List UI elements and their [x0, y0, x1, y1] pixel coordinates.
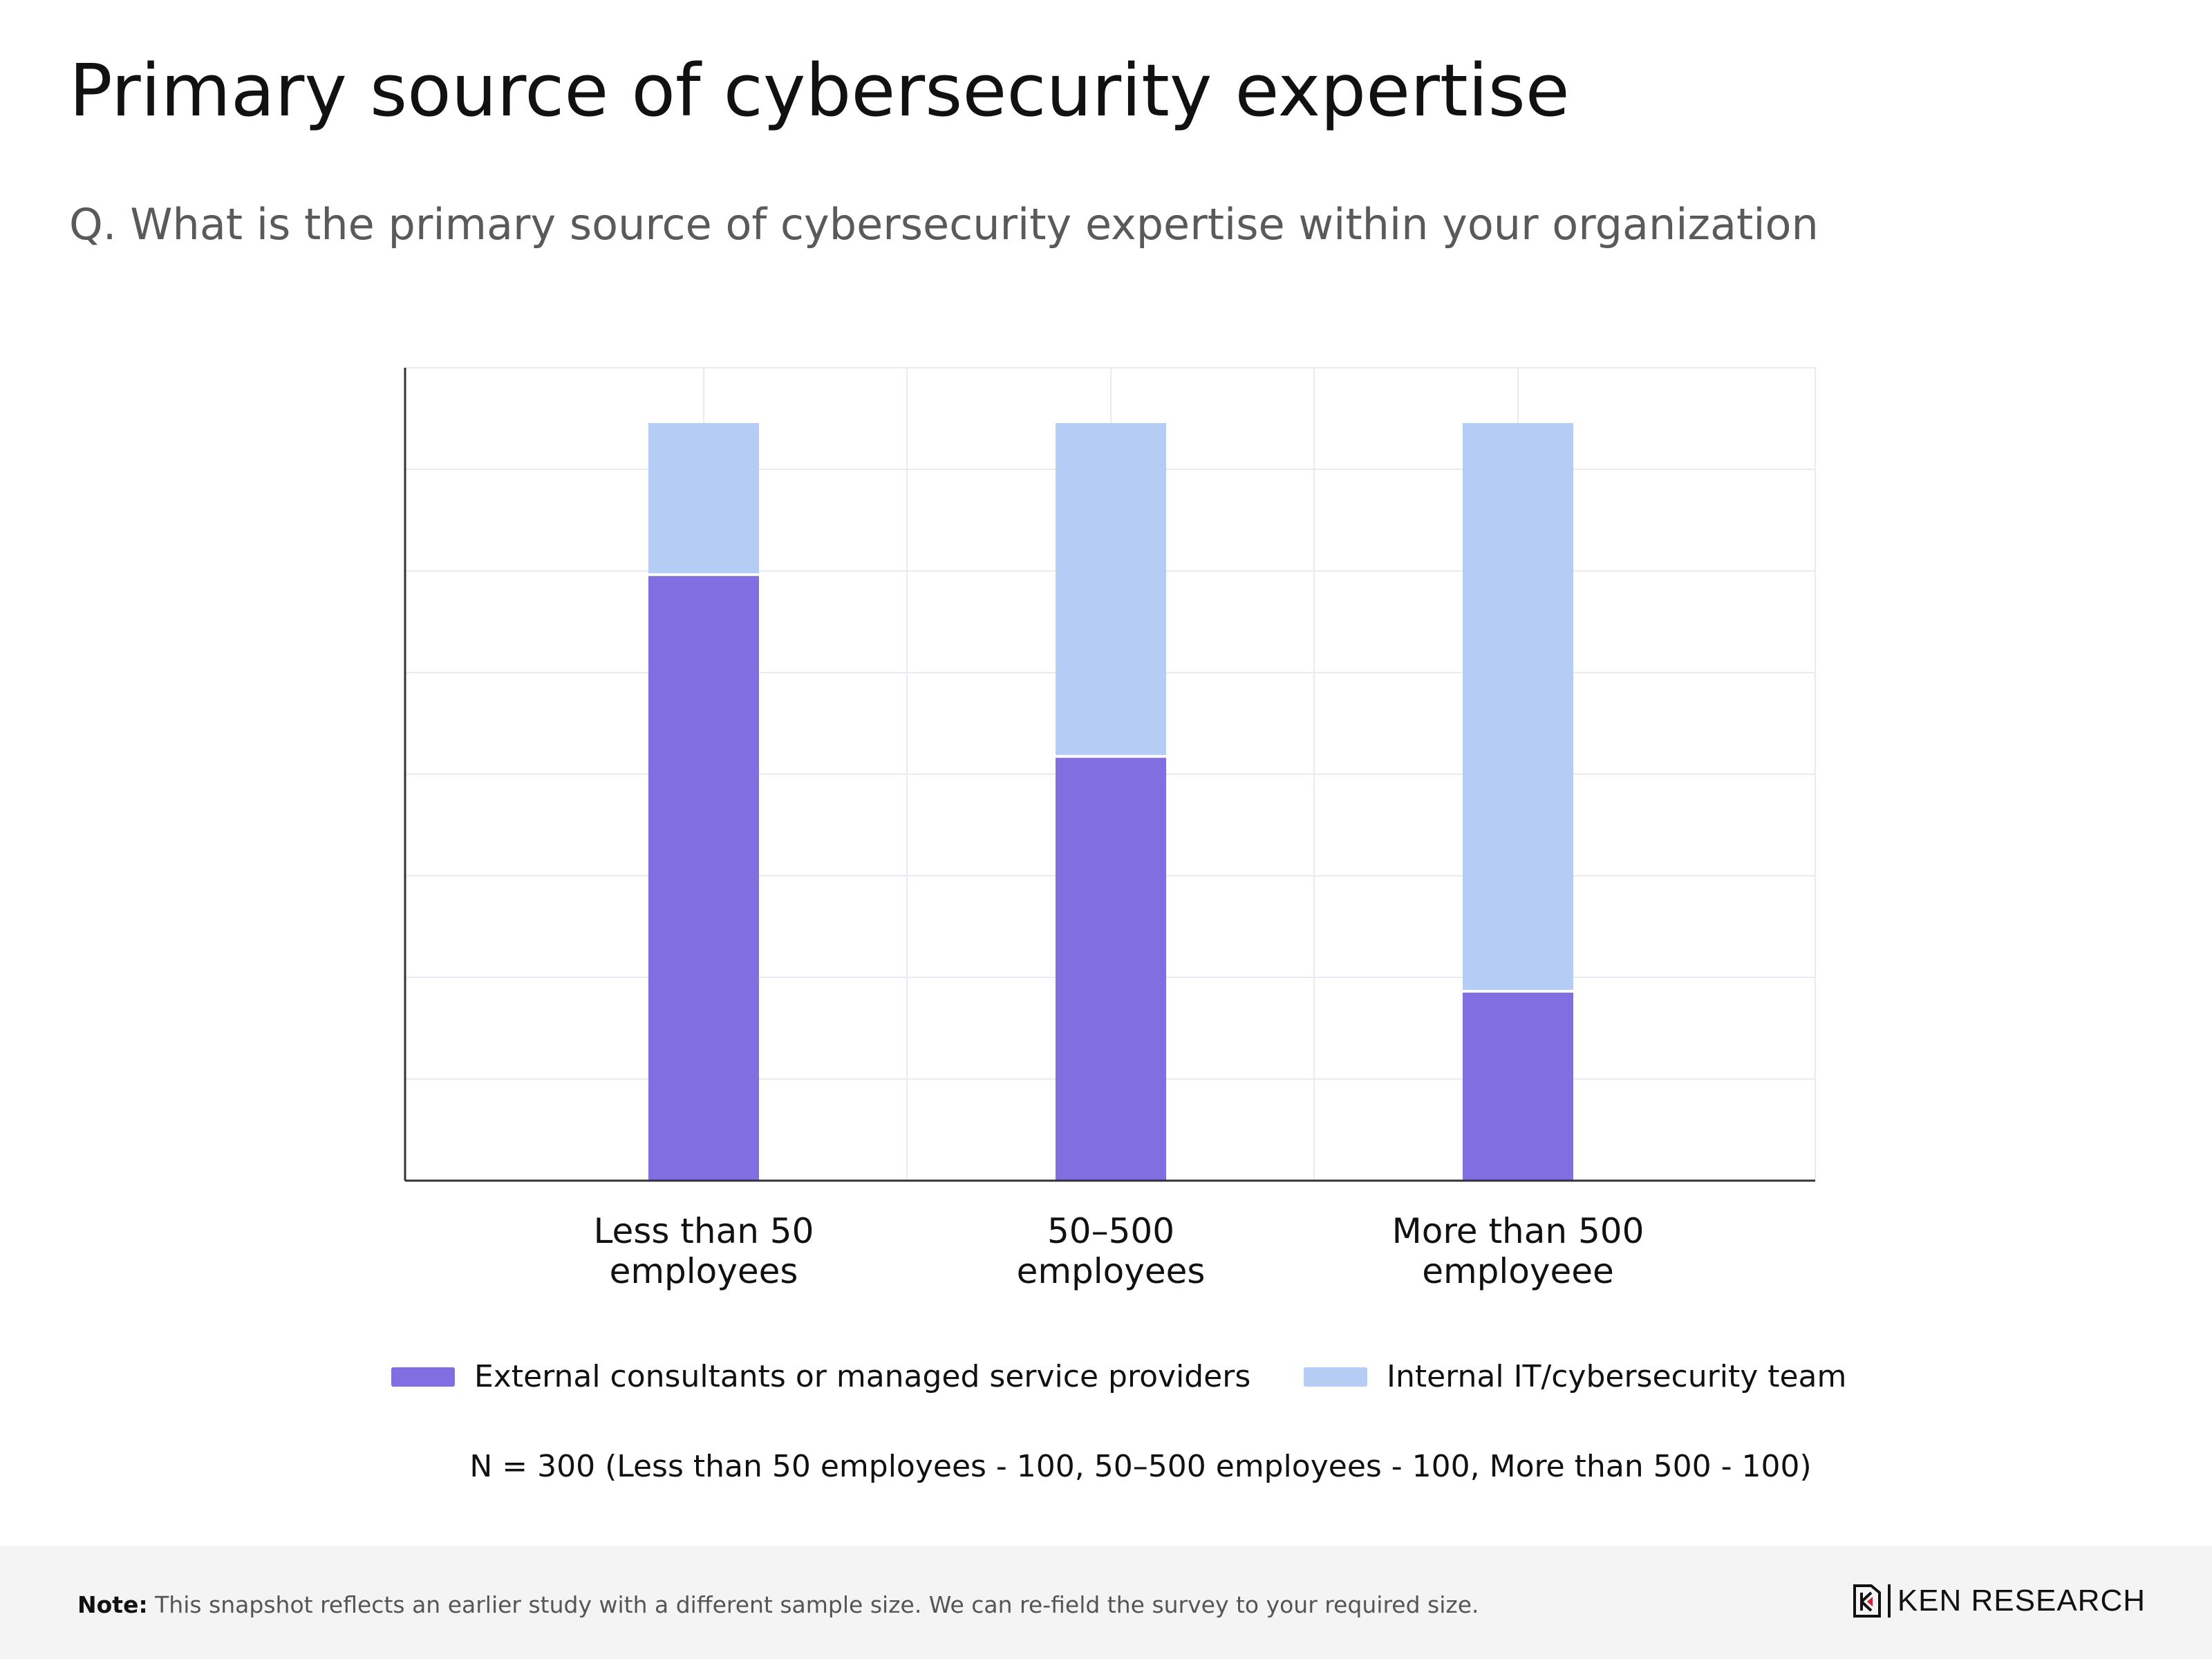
logo-text: KEN RESEARCH: [1897, 1584, 2146, 1618]
x-tick-label: More than 500 employeee: [1392, 1211, 1644, 1291]
legend-label-internal: Internal IT/cybersecurity team: [1387, 1359, 1847, 1394]
note-text: This snapshot reflects an earlier study …: [147, 1591, 1479, 1618]
bar-internal: [648, 423, 759, 575]
ken-research-logo-icon: [1853, 1584, 1881, 1618]
bar-external: [648, 574, 759, 1181]
footer-note: Note: This snapshot reflects an earlier …: [77, 1591, 1479, 1618]
bar-external: [1463, 991, 1573, 1181]
ken-research-logo: KEN RESEARCH: [1852, 1580, 2146, 1622]
legend-label-external: External consultants or managed service …: [474, 1359, 1251, 1394]
x-tick-label-line: Less than 50: [594, 1211, 814, 1251]
x-tick-label: 50–500 employees: [1017, 1211, 1206, 1291]
x-tick-label-line: employees: [1017, 1251, 1206, 1291]
bar-internal: [1056, 423, 1166, 757]
bar-external: [1056, 756, 1166, 1181]
chart-title: Primary source of cybersecurity expertis…: [69, 48, 1570, 133]
x-tick-label-line: employees: [610, 1251, 798, 1291]
chart-subtitle: Q. What is the primary source of cyberse…: [69, 199, 1819, 250]
legend-swatch-external: [391, 1367, 455, 1387]
sample-size-note: N = 300 (Less than 50 employees - 100, 5…: [469, 1449, 1812, 1484]
bar-internal: [1463, 423, 1573, 991]
legend-item-internal: Internal IT/cybersecurity team: [1304, 1359, 1846, 1394]
x-tick-label-line: 50–500: [1047, 1211, 1174, 1251]
x-tick-label-line: More than 500: [1392, 1211, 1644, 1251]
footer: Note: This snapshot reflects an earlier …: [0, 1546, 2212, 1659]
x-tick-label: Less than 50 employees: [594, 1211, 814, 1291]
note-label: Note:: [77, 1591, 148, 1618]
x-tick-label-line: employeee: [1422, 1251, 1614, 1291]
chart-legend: External consultants or managed service …: [0, 1359, 2212, 1400]
logo-divider: [1887, 1584, 1891, 1618]
legend-item-external: External consultants or managed service …: [391, 1359, 1250, 1394]
legend-swatch-internal: [1304, 1367, 1367, 1387]
